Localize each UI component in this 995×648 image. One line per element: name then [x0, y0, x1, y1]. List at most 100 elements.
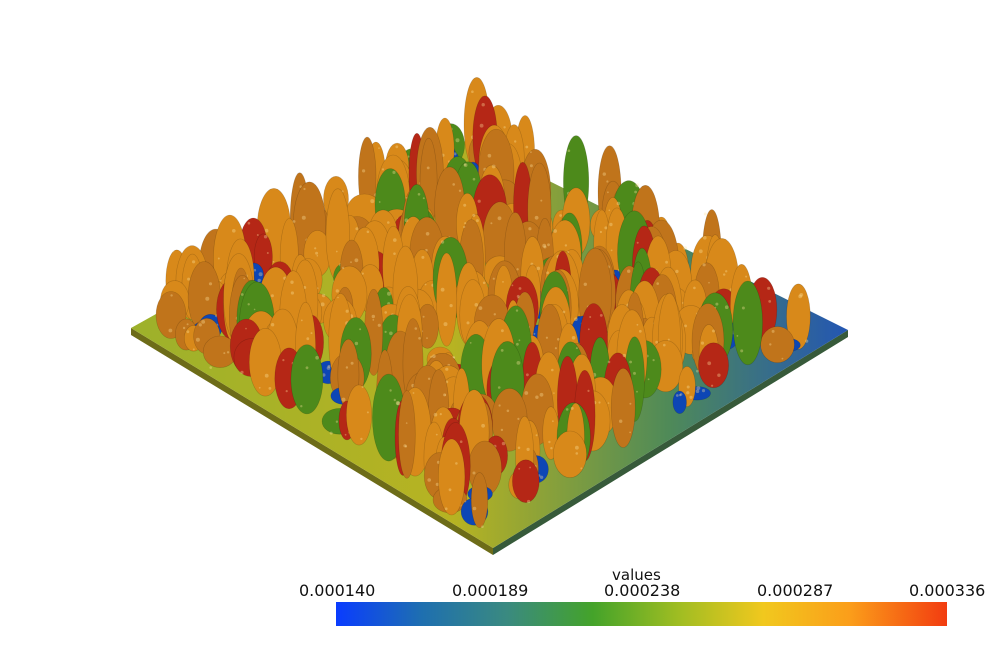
point-speckle — [463, 163, 468, 168]
point-speckle — [439, 413, 442, 416]
tree-point-cluster — [760, 326, 795, 364]
point-speckle — [482, 281, 486, 285]
point-speckle — [627, 269, 631, 273]
point-speckle — [481, 525, 484, 528]
point-speckle — [371, 314, 375, 319]
tree-point-cluster — [398, 390, 416, 479]
point-speckle — [366, 411, 369, 414]
point-speckle — [530, 151, 532, 154]
point-speckle — [424, 283, 427, 286]
tree-point-cluster — [553, 430, 587, 478]
point-speckle — [517, 417, 520, 420]
point-speckle — [354, 258, 359, 263]
point-speckle — [629, 402, 632, 405]
point-speckle — [387, 291, 391, 296]
point-speckle — [564, 244, 568, 247]
point-speckle — [635, 183, 640, 188]
point-speckle — [270, 323, 275, 327]
point-speckle — [432, 354, 436, 359]
point-speckle — [629, 360, 632, 364]
point-speckle — [223, 352, 226, 355]
point-speckle — [647, 378, 650, 381]
point-speckle — [393, 238, 397, 242]
point-speckle — [715, 302, 719, 306]
point-speckle — [350, 361, 354, 365]
point-speckle — [435, 433, 438, 436]
point-speckle — [264, 228, 269, 233]
point-speckle — [426, 337, 428, 339]
point-speckle — [258, 272, 263, 277]
point-speckle — [455, 462, 458, 465]
point-speckle — [610, 249, 613, 252]
point-speckle — [326, 366, 331, 370]
point-speckle — [675, 394, 679, 397]
point-speckle — [696, 369, 699, 373]
point-speckle — [300, 405, 303, 408]
point-speckle — [587, 328, 590, 331]
point-speckle — [472, 471, 476, 475]
point-speckle — [335, 420, 339, 423]
tree-point-cluster — [672, 390, 687, 414]
point-speckle — [464, 500, 467, 503]
point-speckle — [500, 428, 504, 432]
point-speckle — [378, 147, 380, 150]
point-speckle — [571, 336, 576, 340]
point-speckle — [602, 172, 606, 176]
point-speckle — [607, 402, 610, 404]
point-speckle — [219, 279, 222, 282]
point-speckle — [557, 338, 560, 341]
point-speckle — [477, 199, 481, 203]
point-speckle — [769, 343, 772, 346]
point-speckle — [663, 343, 666, 347]
point-speckle — [575, 347, 578, 350]
point-speckle — [425, 248, 428, 252]
point-speckle — [395, 401, 400, 405]
point-speckle — [226, 351, 230, 354]
point-speckle — [493, 313, 496, 316]
point-speckle — [426, 166, 430, 170]
point-speckle — [633, 371, 636, 375]
point-speckle — [500, 349, 504, 352]
legend-title: values — [612, 566, 661, 584]
point-speckle — [453, 152, 457, 156]
point-speckle — [599, 230, 603, 234]
point-speckle — [598, 401, 601, 404]
point-speckle — [550, 447, 553, 450]
point-speckle — [711, 384, 714, 387]
point-speckle — [529, 164, 533, 168]
point-speckle — [472, 506, 477, 511]
point-speckle — [724, 305, 729, 310]
point-speckle — [449, 304, 453, 308]
point-speckle — [427, 478, 432, 482]
point-speckle — [636, 241, 639, 244]
point-speckle — [440, 287, 445, 292]
point-speckle — [745, 275, 748, 278]
point-speckle — [562, 310, 566, 314]
point-speckle — [503, 126, 506, 129]
point-speckle — [355, 227, 359, 231]
point-speckle — [511, 284, 514, 287]
point-speckle — [475, 219, 479, 223]
point-speckle — [440, 240, 445, 244]
point-speckle — [186, 323, 189, 326]
point-speckle — [247, 221, 251, 225]
point-speckle — [492, 277, 495, 280]
point-speckle — [536, 266, 541, 271]
point-speckle — [407, 155, 410, 158]
point-speckle — [422, 197, 425, 200]
point-speckle — [192, 260, 196, 264]
point-speckle — [535, 434, 538, 437]
point-speckle — [392, 170, 396, 174]
point-speckle — [459, 440, 463, 444]
point-speckle — [518, 339, 521, 342]
tree-point-cluster — [512, 459, 540, 503]
point-speckle — [554, 347, 558, 350]
point-speckle — [580, 467, 583, 470]
point-speckle — [530, 262, 534, 266]
point-speckle — [679, 393, 683, 396]
point-speckle — [403, 444, 407, 448]
point-speckle — [527, 499, 531, 504]
legend-tick-4: 0.000287 — [757, 581, 834, 600]
